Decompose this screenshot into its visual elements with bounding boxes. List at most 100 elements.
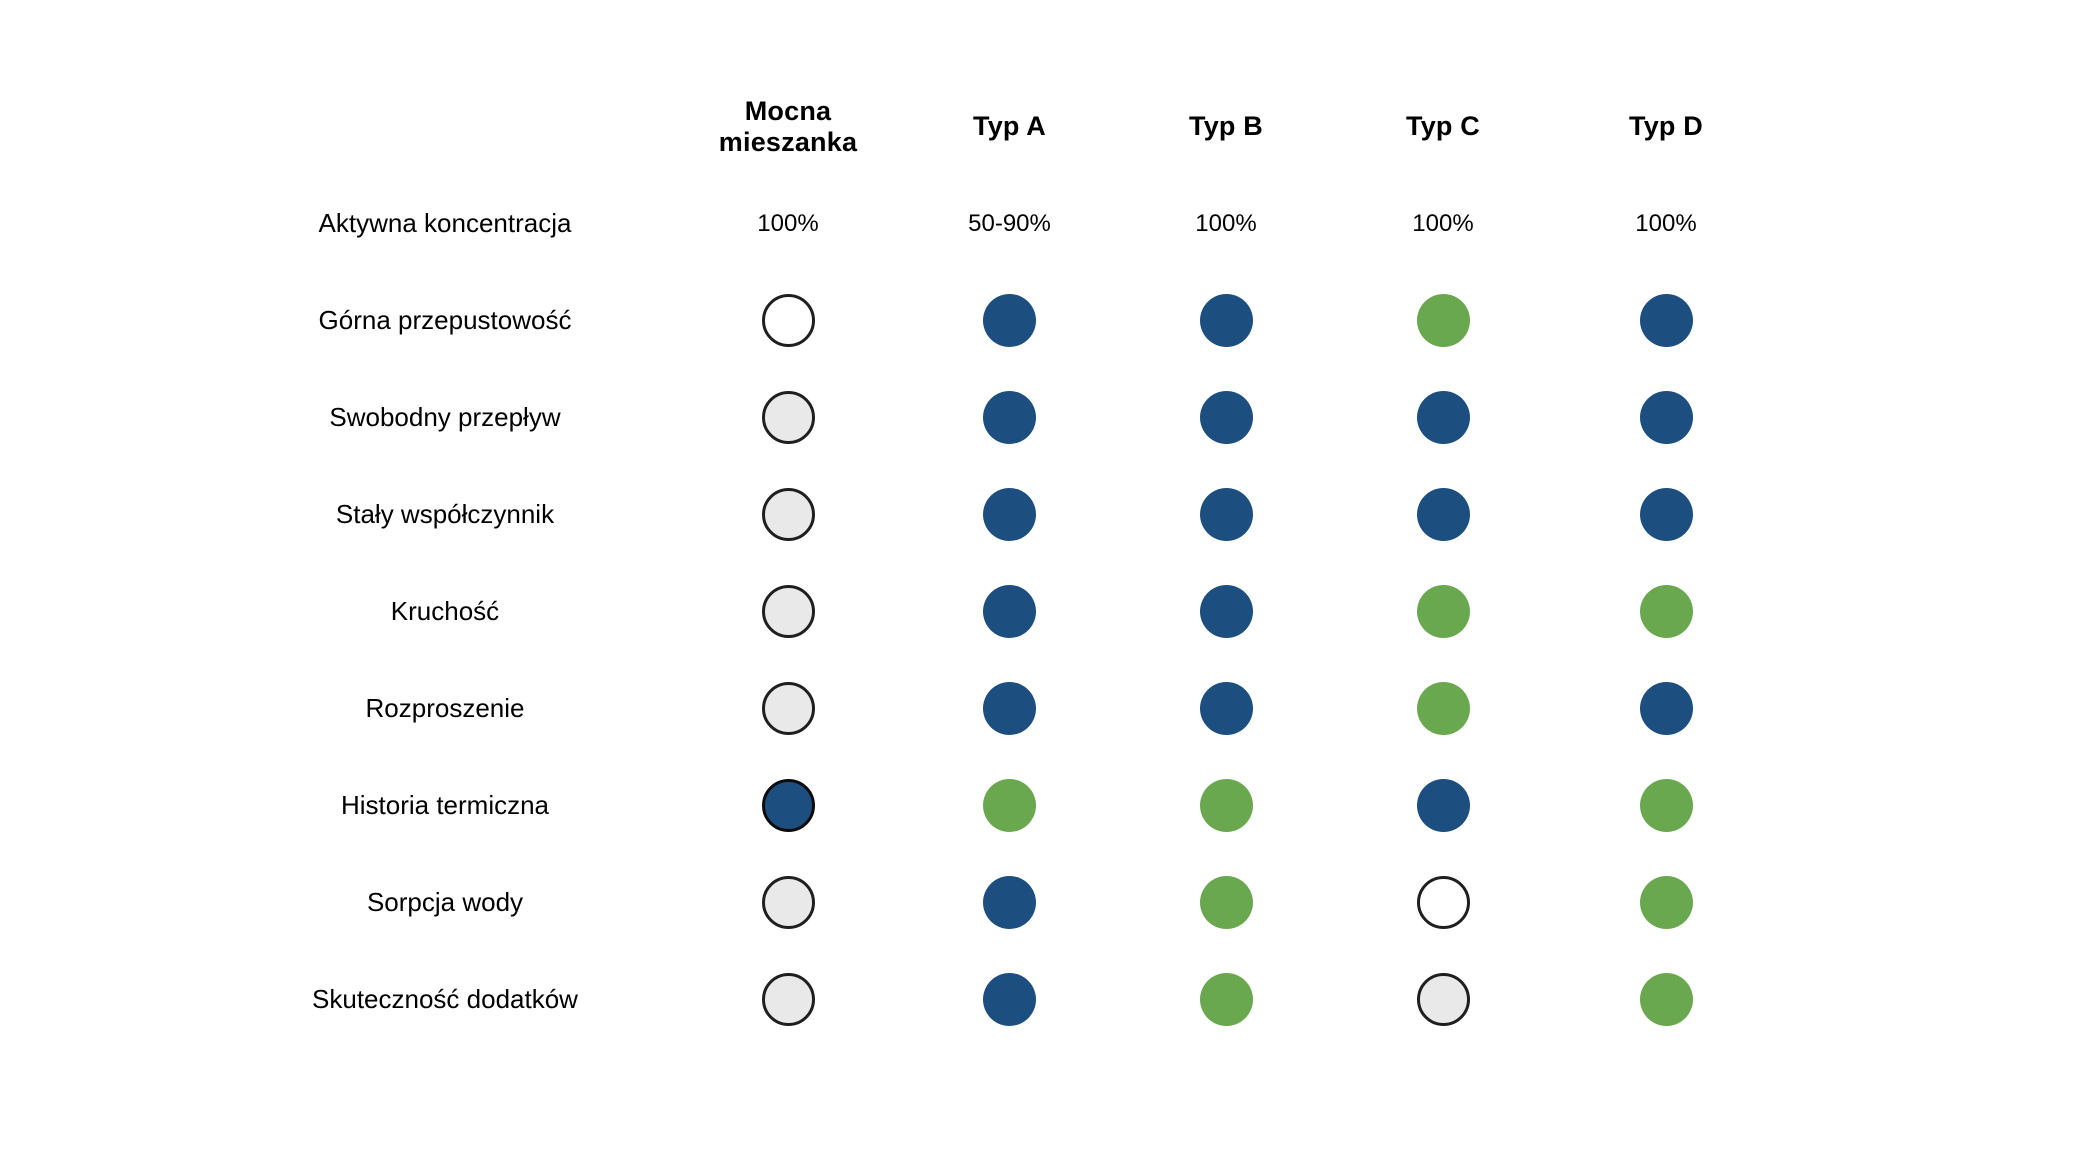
- rating-dot: [761, 973, 815, 1026]
- row-label-sorpcja-wody: Sorpcja wody: [366, 887, 524, 917]
- rating-dot: [983, 682, 1036, 735]
- matrix-cell: [900, 660, 1119, 757]
- matrix-cell: [1119, 272, 1333, 369]
- rating-dot: [1639, 391, 1693, 444]
- rating-dot: [1199, 682, 1253, 735]
- rating-dot: [1416, 294, 1470, 347]
- rating-dot: [1199, 779, 1253, 832]
- rating-dot: [1416, 585, 1470, 638]
- matrix-cell: [1553, 854, 1779, 951]
- rating-dot: [983, 973, 1036, 1026]
- matrix-cell: [900, 563, 1119, 660]
- row-label-kruchosc: Kruchość: [390, 596, 500, 626]
- matrix-cell: [1333, 563, 1553, 660]
- matrix-cell: [1119, 466, 1333, 563]
- matrix-cell: [676, 854, 900, 951]
- matrix-cell: [676, 951, 900, 1048]
- row-label-swobodny-przeplyw: Swobodny przepływ: [329, 402, 561, 432]
- matrix-cell: [900, 951, 1119, 1048]
- rating-dot: [761, 585, 815, 638]
- row-label-aktywna-koncentracja: Aktywna koncentracja: [318, 208, 572, 238]
- rating-dot: [1199, 294, 1253, 347]
- matrix-cell: [900, 854, 1119, 951]
- rating-dot: [1199, 876, 1253, 929]
- concentration-value: 100%: [1195, 209, 1257, 237]
- concentration-value: 100%: [1635, 209, 1697, 237]
- row-label-rozproszenie: Rozproszenie: [365, 693, 525, 723]
- column-header-mocna-mieszanka: Mocna mieszanka: [718, 95, 858, 157]
- rating-dot: [761, 779, 815, 832]
- matrix-cell: [676, 369, 900, 466]
- concentration-value: 100%: [757, 209, 819, 237]
- matrix-cell: [1333, 951, 1553, 1048]
- rating-dot: [983, 876, 1036, 929]
- rating-dot: [1416, 973, 1470, 1026]
- rating-dot: [1416, 488, 1470, 541]
- matrix-cell: [676, 660, 900, 757]
- rating-dot: [983, 585, 1036, 638]
- rating-dot: [1639, 876, 1693, 929]
- matrix-cell: [1553, 757, 1779, 854]
- matrix-cell: [676, 563, 900, 660]
- matrix-cell: [1333, 757, 1553, 854]
- rating-dot: [761, 391, 815, 444]
- concentration-value: 50-90%: [968, 209, 1051, 237]
- rating-dot: [1416, 682, 1470, 735]
- rating-dot: [1416, 391, 1470, 444]
- rating-dot: [1199, 973, 1253, 1026]
- rating-dot: [761, 294, 815, 347]
- comparison-matrix: Mocna mieszanka Typ A Typ B Typ C Typ D …: [214, 78, 1779, 1048]
- rating-dot: [1639, 585, 1693, 638]
- rating-dot: [1639, 973, 1693, 1026]
- matrix-cell: [1553, 660, 1779, 757]
- matrix-cell: [900, 757, 1119, 854]
- rating-dot: [1639, 779, 1693, 832]
- matrix-cell: [1333, 660, 1553, 757]
- matrix-cell: [1119, 563, 1333, 660]
- matrix-cell: [1553, 272, 1779, 369]
- matrix-cell: [1119, 660, 1333, 757]
- matrix-cell: [1333, 369, 1553, 466]
- matrix-cell: [676, 757, 900, 854]
- rating-dot: [983, 391, 1036, 444]
- matrix-cell: [676, 272, 900, 369]
- matrix-cell: [1333, 854, 1553, 951]
- concentration-value: 100%: [1412, 209, 1474, 237]
- rating-dot: [983, 488, 1036, 541]
- row-label-staly-wspolczynnik: Stały współczynnik: [335, 499, 555, 529]
- rating-dot: [761, 488, 815, 541]
- column-header-typ-c: Typ C: [1406, 111, 1480, 141]
- matrix-cell: [1119, 369, 1333, 466]
- rating-dot: [1416, 876, 1470, 929]
- rating-dot: [1639, 488, 1693, 541]
- rating-dot: [1416, 779, 1470, 832]
- header-spacer: [214, 78, 676, 175]
- matrix-cell: [1333, 466, 1553, 563]
- rating-dot: [1199, 585, 1253, 638]
- row-label-gorna-przepustowosc: Górna przepustowość: [318, 305, 572, 335]
- matrix-cell: [1119, 757, 1333, 854]
- matrix-cell: [900, 369, 1119, 466]
- matrix-cell: [1553, 563, 1779, 660]
- matrix-cell: [1553, 466, 1779, 563]
- rating-dot: [983, 779, 1036, 832]
- rating-dot: [1199, 488, 1253, 541]
- rating-dot: [761, 876, 815, 929]
- matrix-cell: [900, 272, 1119, 369]
- rating-dot: [1639, 682, 1693, 735]
- rating-dot: [1639, 294, 1693, 347]
- matrix-cell: [1119, 854, 1333, 951]
- column-header-typ-a: Typ A: [973, 111, 1046, 141]
- matrix-cell: [900, 466, 1119, 563]
- rating-dot: [983, 294, 1036, 347]
- matrix-cell: [1553, 369, 1779, 466]
- matrix-cell: [1333, 272, 1553, 369]
- matrix-cell: [1553, 951, 1779, 1048]
- matrix-cell: [1119, 951, 1333, 1048]
- rating-dot: [761, 682, 815, 735]
- row-label-historia-termiczna: Historia termiczna: [340, 790, 550, 820]
- column-header-typ-d: Typ D: [1629, 111, 1703, 141]
- matrix-cell: [676, 466, 900, 563]
- rating-dot: [1199, 391, 1253, 444]
